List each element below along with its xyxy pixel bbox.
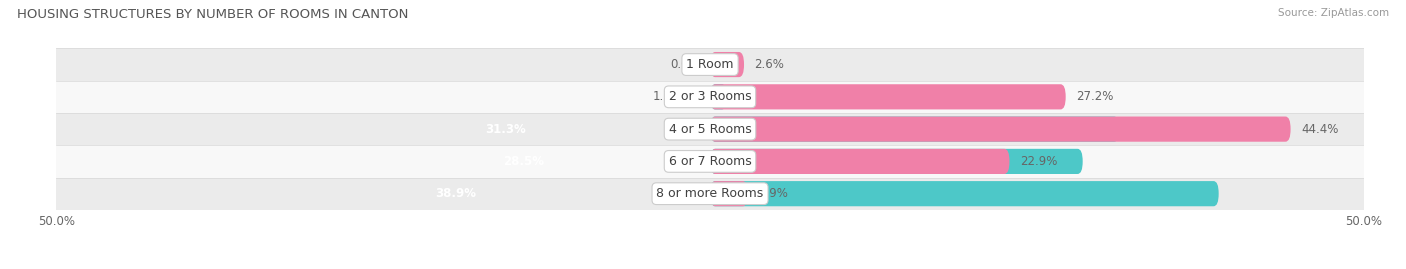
FancyBboxPatch shape [710,149,1083,174]
Bar [710,116,1291,142]
FancyBboxPatch shape [710,116,1291,142]
FancyBboxPatch shape [710,181,1219,206]
Text: Source: ZipAtlas.com: Source: ZipAtlas.com [1278,8,1389,18]
Bar [201,181,710,206]
Legend: Owner-occupied, Renter-occupied: Owner-occupied, Renter-occupied [579,266,841,269]
Bar [56,178,1364,210]
Text: 28.5%: 28.5% [503,155,544,168]
Text: 6 or 7 Rooms: 6 or 7 Rooms [669,155,751,168]
Bar [710,52,744,77]
Text: 1 Room: 1 Room [686,58,734,71]
Text: 31.3%: 31.3% [485,123,526,136]
Text: 27.2%: 27.2% [1076,90,1114,103]
Text: 2.9%: 2.9% [758,187,789,200]
Bar [56,48,1364,81]
FancyBboxPatch shape [710,52,744,77]
Text: 2.6%: 2.6% [755,58,785,71]
FancyBboxPatch shape [710,84,727,109]
FancyBboxPatch shape [710,149,1010,174]
Text: 22.9%: 22.9% [1019,155,1057,168]
Text: 44.4%: 44.4% [1301,123,1339,136]
Bar [710,84,1066,109]
Bar [56,81,1364,113]
Text: HOUSING STRUCTURES BY NUMBER OF ROOMS IN CANTON: HOUSING STRUCTURES BY NUMBER OF ROOMS IN… [17,8,408,21]
Bar [710,149,1010,174]
Text: 2 or 3 Rooms: 2 or 3 Rooms [669,90,751,103]
FancyBboxPatch shape [710,116,1119,142]
FancyBboxPatch shape [710,84,1066,109]
Bar [56,113,1364,145]
Bar [56,145,1364,178]
Text: 38.9%: 38.9% [436,187,477,200]
Text: 4 or 5 Rooms: 4 or 5 Rooms [669,123,751,136]
Bar [710,181,748,206]
Bar [693,84,710,109]
Text: 0.0%: 0.0% [669,58,700,71]
FancyBboxPatch shape [710,181,748,206]
Text: 8 or more Rooms: 8 or more Rooms [657,187,763,200]
Bar [301,116,710,142]
Bar [337,149,710,174]
Text: 1.3%: 1.3% [652,90,682,103]
